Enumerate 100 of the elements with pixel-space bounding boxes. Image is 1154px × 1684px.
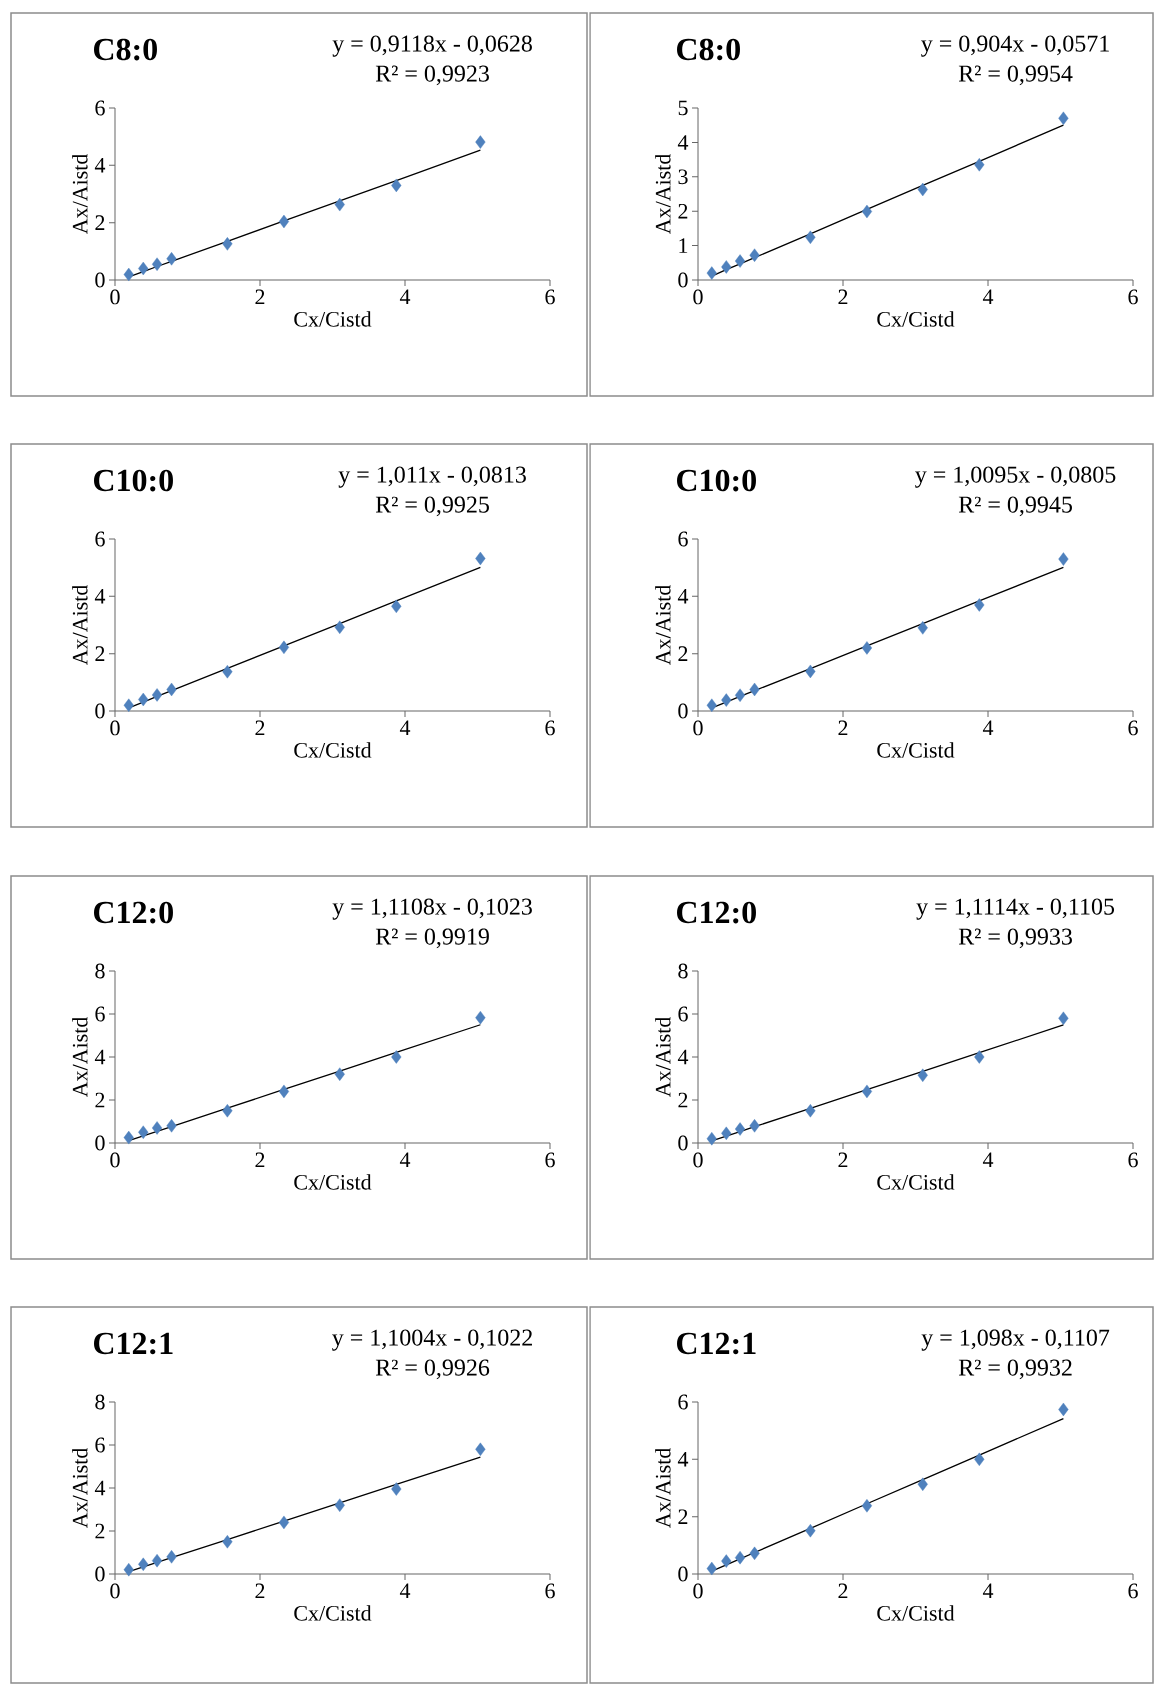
x-tick-label: 0: [693, 1152, 703, 1168]
point: [391, 1482, 402, 1496]
x-tick-label: 2: [838, 289, 848, 305]
x-axis-title: Cx/Cistd: [294, 1605, 372, 1621]
chart-title: C8:0: [94, 38, 157, 61]
y-tick-label: 6: [95, 100, 105, 116]
point: [138, 1557, 149, 1572]
point: [334, 1498, 345, 1512]
x-axis-title: Cx/Cistd: [877, 311, 955, 327]
point: [222, 237, 233, 251]
chart-title: C12:0: [677, 901, 756, 924]
point: [123, 267, 134, 282]
x-axis-title: Cx/Cistd: [877, 742, 955, 758]
y-axis-title: Ax/Aistd: [72, 1016, 88, 1098]
point: [1058, 111, 1069, 126]
chart-title: C12:1: [677, 1332, 756, 1355]
x-axis-title: Cx/Cistd: [294, 742, 372, 758]
x-tick-label: 2: [838, 720, 848, 736]
y-tick-label: 2: [95, 1092, 105, 1108]
point: [805, 1104, 816, 1118]
x-tick-label: 6: [1128, 289, 1138, 305]
y-axis-title: Ax/Aistd: [655, 1016, 671, 1098]
point: [861, 1084, 873, 1099]
point: [734, 688, 746, 702]
y-tick-label: 6: [678, 1394, 688, 1410]
point: [138, 261, 149, 276]
x-tick-label: 6: [545, 720, 555, 736]
text: y = 1,0095x - 0,0805: [915, 466, 1116, 488]
x-axis-title: Cx/Cistd: [294, 1174, 372, 1190]
text: y = 1,1108x - 0,1023: [332, 898, 532, 920]
x-tick-label: 0: [110, 1583, 120, 1599]
y-tick-label: 8: [95, 963, 105, 979]
point: [222, 665, 233, 679]
point: [166, 1550, 177, 1564]
y-tick-label: 4: [677, 589, 689, 604]
point: [391, 1050, 402, 1064]
point: [475, 1010, 486, 1025]
text: R² = 0,9932: [958, 1359, 1072, 1380]
point: [805, 230, 816, 245]
point: [151, 1121, 163, 1135]
point: [861, 1499, 873, 1513]
y-axis-title: Ax/Aistd: [655, 584, 671, 666]
y-axis-title: Ax/Aistd: [72, 584, 88, 666]
text: R² = 0,9945: [958, 496, 1072, 517]
y-tick-label: 5: [678, 100, 688, 116]
point: [475, 551, 486, 566]
point: [974, 1452, 985, 1467]
point: [917, 1477, 928, 1491]
y-tick-label: 4: [94, 1049, 106, 1065]
x-tick-label: 2: [255, 1583, 265, 1599]
y-tick-label: 0: [678, 272, 688, 288]
point: [861, 204, 873, 219]
chart-title: C12:1: [94, 1332, 173, 1355]
x-tick-label: 6: [545, 1152, 555, 1168]
point: [974, 598, 985, 612]
point: [917, 1068, 928, 1082]
point: [706, 1561, 717, 1576]
y-tick-label: 0: [95, 1135, 105, 1151]
point: [749, 1119, 760, 1133]
x-tick-label: 4: [982, 289, 994, 304]
x-tick-label: 0: [110, 720, 120, 736]
point: [334, 620, 345, 634]
y-tick-label: 6: [678, 531, 688, 547]
y-tick-label: 3: [678, 169, 688, 185]
x-tick-label: 4: [982, 720, 994, 735]
point: [734, 1550, 746, 1565]
text: y = 1,098x - 0,1107: [921, 1329, 1110, 1351]
y-tick-label: 6: [678, 1006, 688, 1022]
y-axis-title: Ax/Aistd: [655, 153, 671, 235]
point: [391, 599, 402, 614]
point: [138, 692, 149, 707]
point: [166, 682, 177, 697]
point: [706, 698, 717, 712]
x-tick-label: 4: [982, 1152, 994, 1168]
point: [917, 621, 928, 635]
x-tick-label: 4: [399, 1152, 411, 1168]
point: [749, 682, 760, 697]
x-tick-label: 6: [1128, 720, 1138, 736]
point: [734, 254, 746, 268]
point: [805, 664, 816, 679]
point: [123, 1563, 134, 1577]
x-tick-label: 2: [838, 1583, 848, 1599]
x-tick-label: 0: [693, 289, 703, 305]
point: [123, 698, 134, 712]
point: [1058, 1011, 1069, 1025]
point: [721, 260, 732, 274]
x-tick-label: 2: [255, 1152, 265, 1168]
point: [334, 197, 345, 212]
y-axis-title: Ax/Aistd: [72, 1447, 88, 1529]
x-tick-label: 0: [693, 720, 703, 736]
text: y = 1,011x - 0,0813: [338, 466, 526, 488]
point: [721, 1554, 732, 1568]
y-tick-label: 4: [94, 158, 106, 173]
y-tick-label: 2: [678, 1092, 688, 1108]
point: [475, 135, 486, 149]
text: R² = 0,9923: [375, 65, 489, 86]
y-tick-label: 6: [95, 1437, 105, 1453]
point: [805, 1524, 816, 1538]
x-tick-label: 4: [399, 289, 411, 304]
text: R² = 0,9954: [958, 65, 1073, 86]
